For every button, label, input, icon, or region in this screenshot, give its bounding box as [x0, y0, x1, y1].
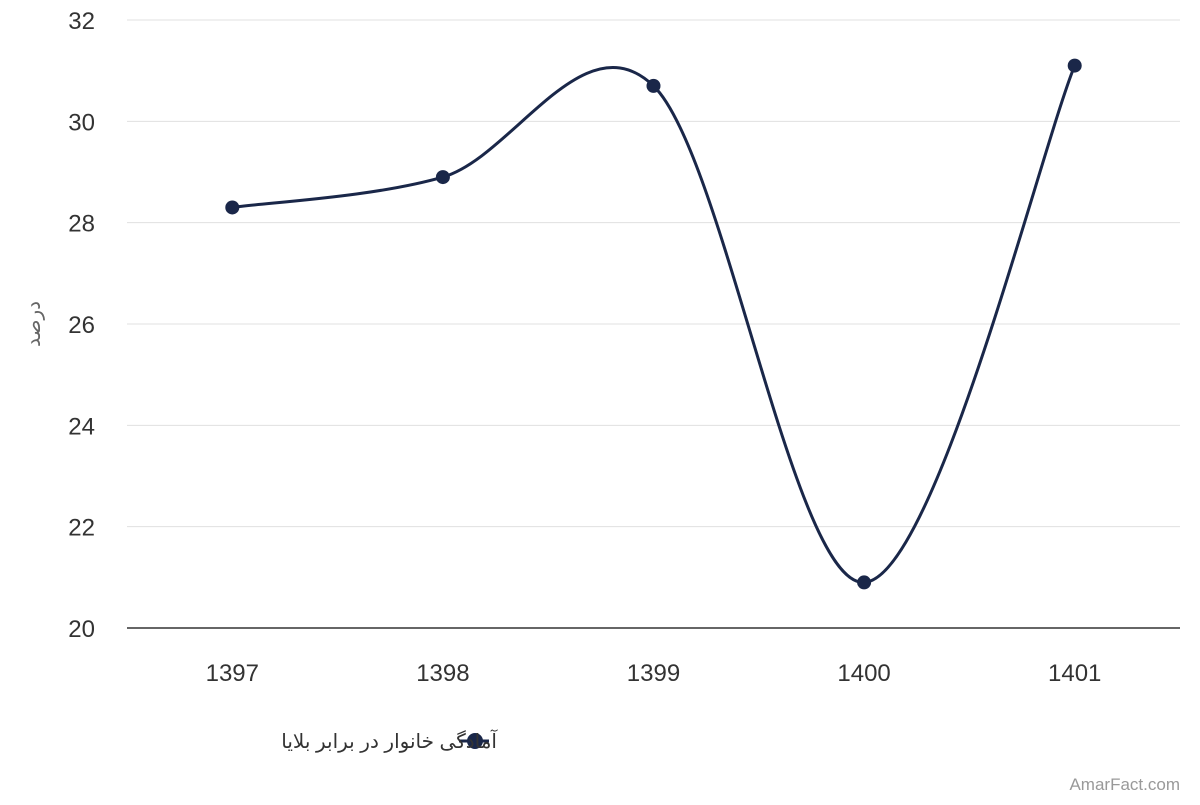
credit-watermark[interactable]: AmarFact.com	[1069, 775, 1180, 794]
y-tick-label: 30	[68, 109, 95, 136]
series-line	[230, 64, 1077, 584]
y-tick-label: 26	[68, 312, 95, 339]
y-axis-label: درصد	[23, 301, 45, 347]
y-tick-label: 22	[68, 515, 95, 542]
data-point[interactable]	[646, 78, 661, 93]
y-axis: 20 22 24 26 28 30 32	[68, 8, 95, 643]
y-tick-label: 32	[68, 8, 95, 35]
x-tick-label: 1398	[416, 660, 469, 687]
data-point[interactable]	[225, 200, 240, 215]
series-layer	[225, 58, 1082, 590]
data-point[interactable]	[1067, 58, 1082, 73]
y-tick-label: 28	[68, 211, 95, 238]
legend-series-label: آمادگی خانوار در برابر بلایا	[281, 728, 498, 753]
x-tick-label: 1399	[627, 660, 680, 687]
x-tick-label: 1401	[1048, 660, 1101, 687]
legend[interactable]: آمادگی خانوار در برابر بلایا	[281, 728, 498, 753]
legend-dot-marker	[467, 733, 483, 749]
grid-layer	[127, 19, 1180, 629]
data-point[interactable]	[857, 575, 872, 590]
data-point[interactable]	[435, 170, 450, 185]
y-tick-label: 20	[68, 616, 95, 643]
x-tick-label: 1400	[837, 660, 890, 687]
x-tick-label: 1397	[206, 660, 259, 687]
x-axis: 1397 1398 1399 1400 1401	[206, 660, 1102, 687]
y-tick-label: 24	[68, 413, 95, 440]
